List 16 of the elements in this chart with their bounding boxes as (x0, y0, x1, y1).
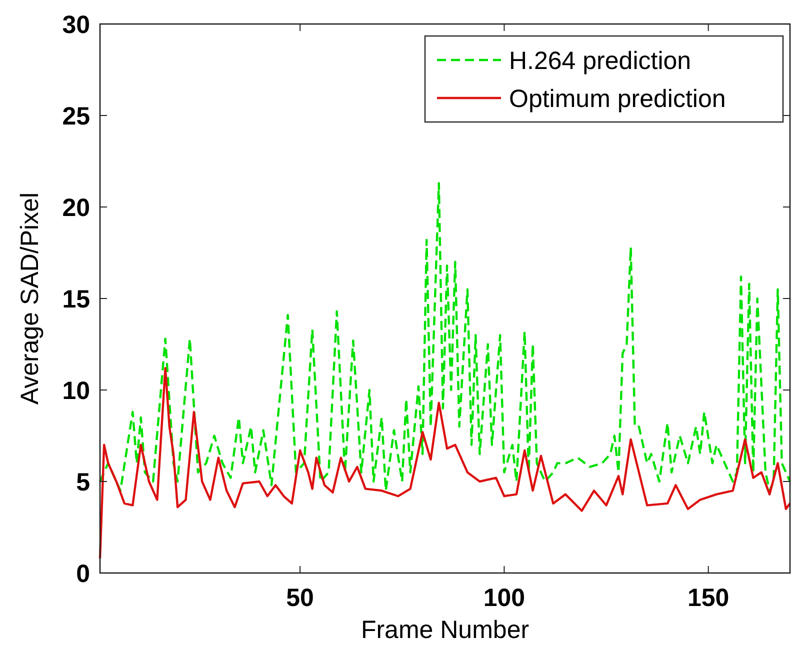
y-tick-label: 20 (62, 194, 90, 222)
x-tick-label: 100 (483, 584, 526, 612)
y-tick-label: 5 (76, 468, 90, 496)
y-tick-label: 25 (62, 102, 90, 130)
legend-label: H.264 prediction (509, 46, 692, 75)
y-tick-label: 30 (62, 10, 90, 39)
y-tick-label: 15 (62, 285, 90, 314)
x-tick-label: 50 (286, 584, 314, 612)
line-series (98, 182, 792, 492)
line-series (98, 366, 792, 560)
x-axis-title: Frame Number (360, 616, 530, 644)
x-tick-label: 150 (687, 584, 730, 612)
legend-label: Optimum prediction (509, 84, 726, 113)
y-tick-label: 10 (62, 376, 90, 405)
y-axis-title: Average SAD/Pixel (16, 192, 44, 405)
y-tick-label: 0 (76, 560, 90, 588)
